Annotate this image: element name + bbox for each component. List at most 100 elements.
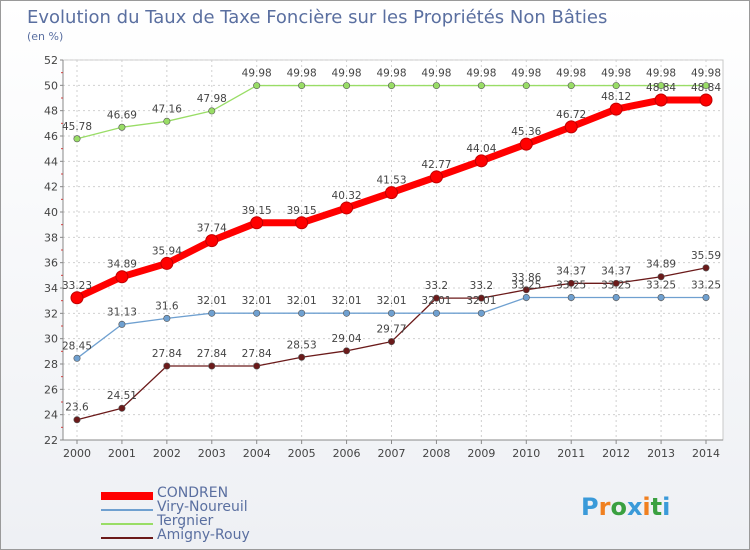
data-point-tergnier	[657, 82, 665, 90]
data-label-viry-noureuil: 33.25	[601, 280, 631, 292]
y-tick-label: 48	[44, 105, 58, 118]
data-label-condren: 45.36	[511, 126, 541, 138]
data-point-viry-noureuil	[432, 309, 440, 317]
x-tick-label: 2011	[557, 447, 585, 460]
data-point-viry-noureuil	[298, 309, 306, 317]
data-point-amigny-rouy	[298, 353, 306, 361]
data-point-viry-noureuil	[118, 320, 126, 328]
data-label-condren: 39.15	[242, 205, 272, 217]
y-tick-label: 34	[44, 282, 58, 295]
data-point-viry-noureuil	[612, 293, 620, 301]
y-tick-label: 22	[44, 434, 58, 447]
data-point-condren	[70, 291, 84, 305]
x-tick-label: 2003	[198, 447, 226, 460]
logo-letter: P	[581, 493, 599, 521]
data-point-tergnier	[73, 135, 81, 143]
data-label-amigny-rouy: 29.77	[376, 324, 406, 336]
y-tick-label: 36	[44, 257, 58, 270]
logo-letter: r	[598, 493, 611, 521]
data-label-tergnier: 46.69	[107, 109, 137, 121]
legend-label: Amigny-Rouy	[157, 527, 250, 543]
data-label-amigny-rouy: 28.53	[287, 339, 317, 351]
data-point-tergnier	[343, 82, 351, 90]
legend-swatch	[101, 537, 153, 539]
y-tick-label: 46	[44, 130, 58, 143]
legend-label: Tergnier	[157, 513, 214, 529]
data-point-amigny-rouy	[522, 286, 530, 294]
data-point-tergnier	[163, 117, 171, 125]
data-label-viry-noureuil: 33.25	[511, 280, 541, 292]
x-tick-label: 2002	[153, 447, 181, 460]
data-point-tergnier	[118, 123, 126, 131]
data-label-tergnier: 49.98	[511, 68, 541, 80]
data-label-viry-noureuil: 32.01	[332, 295, 362, 307]
data-label-viry-noureuil: 32.01	[376, 295, 406, 307]
data-point-condren	[115, 270, 129, 284]
data-point-viry-noureuil	[253, 309, 261, 317]
data-label-condren: 34.89	[107, 259, 137, 271]
x-tick-label: 2006	[333, 447, 361, 460]
data-label-viry-noureuil: 28.45	[62, 340, 92, 352]
data-label-viry-noureuil: 33.25	[691, 280, 721, 292]
y-tick-label: 44	[44, 155, 58, 168]
chart-subtitle: (en %)	[27, 30, 64, 43]
data-label-condren: 46.72	[556, 109, 586, 121]
data-point-tergnier	[522, 82, 530, 90]
data-point-viry-noureuil	[477, 309, 485, 317]
x-tick-label: 2012	[602, 447, 630, 460]
data-point-condren	[250, 216, 264, 230]
data-label-amigny-rouy: 23.6	[65, 402, 89, 414]
data-point-condren	[295, 216, 309, 230]
data-point-amigny-rouy	[118, 404, 126, 412]
data-point-amigny-rouy	[477, 294, 485, 302]
data-label-viry-noureuil: 31.6	[155, 300, 179, 312]
data-label-viry-noureuil: 33.25	[646, 280, 676, 292]
x-tick-label: 2004	[243, 447, 271, 460]
data-point-viry-noureuil	[343, 309, 351, 317]
y-tick-label: 26	[44, 383, 58, 396]
data-point-tergnier	[612, 82, 620, 90]
y-tick-label: 52	[44, 54, 58, 67]
y-tick-label: 32	[44, 307, 58, 320]
data-label-condren: 44.04	[466, 143, 496, 155]
logo-letter: x	[626, 493, 643, 521]
data-label-condren: 42.77	[421, 159, 451, 171]
data-point-amigny-rouy	[432, 294, 440, 302]
data-point-tergnier	[477, 82, 485, 90]
logo-letter: t	[650, 493, 663, 521]
y-tick-label: 42	[44, 181, 58, 194]
data-label-tergnier: 49.98	[646, 68, 676, 80]
data-point-condren	[160, 256, 174, 270]
data-point-viry-noureuil	[567, 293, 575, 301]
x-tick-label: 2007	[378, 447, 406, 460]
data-label-viry-noureuil: 32.01	[242, 295, 272, 307]
data-point-amigny-rouy	[343, 347, 351, 355]
data-point-amigny-rouy	[208, 362, 216, 370]
data-point-amigny-rouy	[702, 264, 710, 272]
data-label-tergnier: 49.98	[556, 68, 586, 80]
y-tick-label: 24	[44, 409, 58, 422]
legend-swatch	[101, 509, 153, 511]
data-label-amigny-rouy: 27.84	[242, 348, 272, 360]
data-label-amigny-rouy: 24.51	[107, 390, 137, 402]
data-label-viry-noureuil: 32.01	[287, 295, 317, 307]
plot-area	[62, 59, 724, 441]
legend-label: CONDREN	[157, 485, 229, 501]
data-label-tergnier: 49.98	[421, 68, 451, 80]
data-point-viry-noureuil	[208, 309, 216, 317]
y-tick-label: 28	[44, 358, 58, 371]
data-label-viry-noureuil: 31.13	[107, 306, 137, 318]
data-label-amigny-rouy: 33.2	[425, 280, 448, 292]
data-label-viry-noureuil: 32.01	[421, 295, 451, 307]
data-label-condren: 35.94	[152, 245, 182, 257]
x-tick-label: 2005	[288, 447, 316, 460]
data-label-amigny-rouy: 34.37	[556, 265, 586, 277]
data-label-amigny-rouy: 34.37	[601, 265, 631, 277]
logo-letter: i	[642, 493, 651, 521]
legend-label: Viry-Noureuil	[157, 499, 248, 515]
x-tick-label: 2000	[63, 447, 91, 460]
data-label-tergnier: 49.98	[287, 68, 317, 80]
data-point-amigny-rouy	[567, 279, 575, 287]
